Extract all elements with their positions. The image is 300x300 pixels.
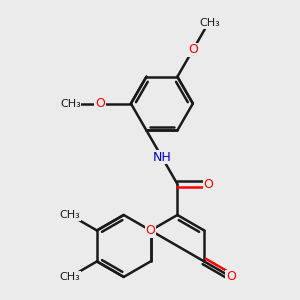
Text: O: O [203, 178, 213, 190]
Text: NH: NH [152, 151, 171, 164]
Text: O: O [188, 44, 198, 56]
Text: CH₃: CH₃ [200, 18, 220, 28]
Text: O: O [226, 270, 236, 284]
Text: CH₃: CH₃ [60, 98, 81, 109]
Text: O: O [146, 224, 155, 237]
Text: CH₃: CH₃ [60, 210, 80, 220]
Text: CH₃: CH₃ [60, 272, 80, 282]
Text: O: O [95, 97, 105, 110]
